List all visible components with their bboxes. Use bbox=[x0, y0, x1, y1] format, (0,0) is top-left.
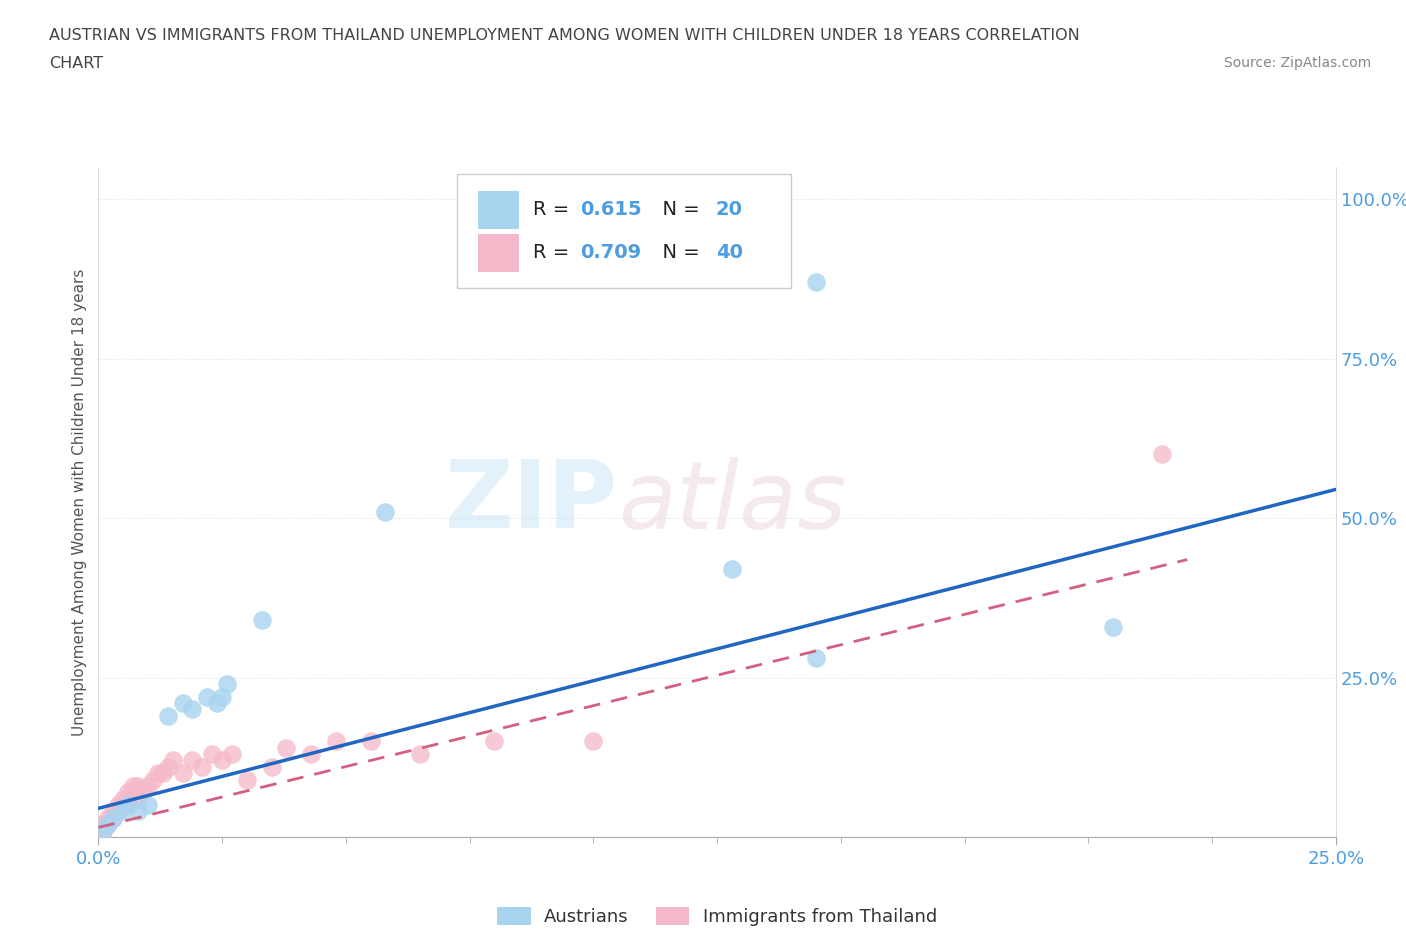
Y-axis label: Unemployment Among Women with Children Under 18 years: Unemployment Among Women with Children U… bbox=[72, 269, 87, 736]
Point bbox=[117, 785, 139, 800]
Point bbox=[409, 747, 432, 762]
Point bbox=[360, 734, 382, 749]
Point bbox=[117, 791, 139, 806]
Point bbox=[127, 804, 149, 819]
Text: R =: R = bbox=[533, 200, 575, 219]
Point bbox=[107, 804, 129, 819]
Point bbox=[211, 753, 233, 768]
Point bbox=[112, 798, 135, 813]
Point bbox=[276, 740, 298, 755]
Point bbox=[804, 651, 827, 666]
Point bbox=[201, 747, 224, 762]
Point bbox=[172, 765, 194, 780]
Point bbox=[156, 760, 179, 775]
Point bbox=[205, 696, 228, 711]
Point bbox=[191, 760, 214, 775]
Point bbox=[97, 817, 120, 831]
Text: atlas: atlas bbox=[619, 457, 846, 548]
Point bbox=[122, 785, 145, 800]
Point bbox=[236, 772, 259, 787]
FancyBboxPatch shape bbox=[478, 234, 517, 271]
Point bbox=[97, 810, 120, 825]
Point bbox=[484, 734, 506, 749]
Point bbox=[181, 753, 204, 768]
Point bbox=[107, 798, 129, 813]
Text: 0.615: 0.615 bbox=[579, 200, 641, 219]
Point bbox=[87, 823, 110, 838]
Point bbox=[93, 823, 115, 838]
Point bbox=[132, 785, 155, 800]
Point bbox=[162, 753, 184, 768]
Text: CHART: CHART bbox=[49, 56, 103, 71]
Point bbox=[172, 696, 194, 711]
Point bbox=[103, 804, 125, 819]
Point bbox=[217, 676, 239, 691]
Text: N =: N = bbox=[650, 200, 706, 219]
Point bbox=[221, 747, 243, 762]
Point bbox=[804, 274, 827, 289]
Point bbox=[1102, 619, 1125, 634]
Text: 40: 40 bbox=[716, 243, 742, 262]
Point bbox=[250, 613, 273, 628]
Text: ZIP: ZIP bbox=[446, 457, 619, 548]
Text: N =: N = bbox=[650, 243, 706, 262]
Point bbox=[127, 791, 149, 806]
Text: 0.709: 0.709 bbox=[579, 243, 641, 262]
FancyBboxPatch shape bbox=[457, 174, 792, 288]
Text: AUSTRIAN VS IMMIGRANTS FROM THAILAND UNEMPLOYMENT AMONG WOMEN WITH CHILDREN UNDE: AUSTRIAN VS IMMIGRANTS FROM THAILAND UNE… bbox=[49, 28, 1080, 43]
Point bbox=[127, 778, 149, 793]
Text: 20: 20 bbox=[716, 200, 742, 219]
Text: Source: ZipAtlas.com: Source: ZipAtlas.com bbox=[1223, 56, 1371, 70]
Point bbox=[181, 702, 204, 717]
Point bbox=[152, 765, 174, 780]
Point bbox=[103, 810, 125, 825]
Point bbox=[112, 791, 135, 806]
Point bbox=[211, 689, 233, 704]
Point bbox=[299, 747, 322, 762]
Point bbox=[142, 772, 165, 787]
Point bbox=[374, 504, 396, 519]
Point bbox=[136, 798, 159, 813]
Point bbox=[195, 689, 218, 704]
Point bbox=[325, 734, 347, 749]
Point bbox=[146, 765, 169, 780]
Text: R =: R = bbox=[533, 243, 575, 262]
Point bbox=[93, 817, 115, 831]
Point bbox=[721, 562, 744, 577]
Point bbox=[1152, 447, 1174, 462]
Point bbox=[112, 804, 135, 819]
FancyBboxPatch shape bbox=[478, 192, 517, 228]
Point bbox=[93, 823, 115, 838]
Legend: Austrians, Immigrants from Thailand: Austrians, Immigrants from Thailand bbox=[489, 899, 945, 930]
Point bbox=[156, 709, 179, 724]
Point bbox=[117, 798, 139, 813]
Point bbox=[97, 817, 120, 831]
Point bbox=[582, 734, 605, 749]
Point bbox=[260, 760, 283, 775]
Point bbox=[103, 810, 125, 825]
Point bbox=[122, 778, 145, 793]
Point bbox=[136, 778, 159, 793]
